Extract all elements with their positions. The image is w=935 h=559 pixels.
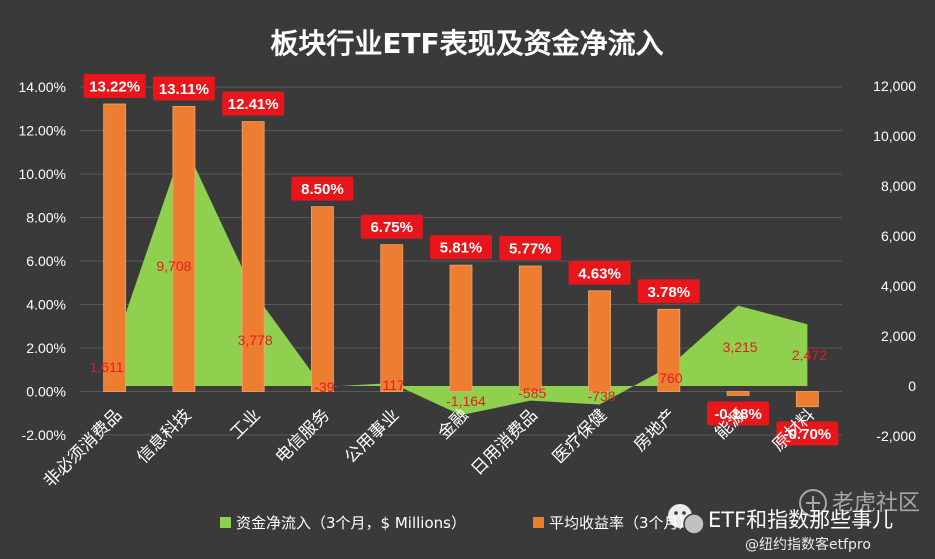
right-tick-label-0: -2,000: [876, 428, 916, 444]
legend-swatch-flow: [220, 517, 231, 528]
return-label-text-10: -0.70%: [784, 426, 832, 443]
left-tick-label-6: 10.00%: [19, 166, 66, 182]
left-tick-label-0: -2.00%: [22, 427, 66, 443]
legend-label-return: 平均收益率（3个月）: [549, 514, 694, 532]
return-label-box-7: [568, 260, 631, 285]
return-bar-8: [657, 308, 681, 392]
return-label-4: 6.75%: [360, 214, 423, 239]
net-flow-area: [114, 143, 808, 416]
net-flow-label-5: -1,164: [446, 393, 486, 409]
right-axis: -2,000 0 2,000 4,000 6,000 8,000 10,000 12,000: [873, 78, 916, 444]
return-bar-3: [311, 206, 334, 392]
return-label-8: 3.78%: [637, 279, 700, 304]
left-tick-label-8: 14.00%: [19, 79, 66, 95]
right-tick-label-4: 6,000: [881, 228, 916, 244]
net-flow-area-path: [114, 143, 808, 416]
return-bar-1: [172, 105, 196, 392]
return-labels: 13.22% 13.11% 12.41% 8.50% 6.75% 5.81% 5.77% 4.…: [83, 73, 839, 446]
return-bar-10: [795, 391, 819, 408]
legend-label-flow: 资金净流入（3个月，$ Millions）: [236, 514, 466, 532]
return-bar-4: [380, 244, 404, 392]
left-tick-label-5: 8.00%: [26, 210, 66, 226]
return-label-text-4: 6.75%: [370, 219, 413, 236]
return-bar-7: [588, 290, 611, 392]
return-label-text-5: 5.81%: [440, 240, 483, 257]
net-flow-label-8: 760: [659, 370, 683, 386]
return-label-7: 4.63%: [568, 260, 631, 285]
right-tick-label-1: 0: [908, 378, 916, 394]
left-tick-label-1: 0.00%: [26, 384, 66, 400]
return-bar-6: [518, 265, 542, 392]
return-label-box-9: [707, 401, 770, 426]
net-flow-label-1: 9,708: [156, 258, 191, 274]
return-label-text-7: 4.63%: [578, 265, 621, 282]
net-flow-label-3: -39: [314, 379, 334, 395]
net-flow-label-4: 117: [383, 377, 406, 393]
return-label-6: 5.77%: [499, 236, 562, 261]
wechat-icon: [668, 504, 705, 535]
right-tick-label-6: 10,000: [873, 128, 916, 144]
right-tick-label-7: 12,000: [873, 78, 916, 94]
left-tick-label-7: 12.00%: [19, 123, 66, 139]
return-label-text-6: 5.77%: [509, 241, 552, 258]
net-flow-label-0: 1,611: [90, 359, 124, 375]
legend-swatch-return: [533, 517, 544, 528]
return-bar-9: [726, 391, 750, 396]
right-tick-label-5: 8,000: [881, 178, 916, 194]
return-label-text-0: 13.22%: [89, 78, 140, 95]
return-bar-2: [241, 121, 265, 392]
net-flow-label-2: 3,778: [238, 332, 273, 348]
return-label-3: 8.50%: [291, 176, 354, 201]
return-label-text-2: 12.41%: [228, 96, 279, 113]
return-label-box-6: [499, 236, 562, 261]
return-label-box-1: [152, 76, 215, 101]
left-tick-label-3: 4.00%: [26, 297, 66, 313]
net-flow-labels: 1,611 9,708 3,778 -39 117 -1,164 -585 -738 760 3,…: [90, 258, 827, 409]
return-bar-5: [449, 264, 473, 392]
legend: 资金净流入（3个月，$ Millions） 平均收益率（3个月）: [220, 514, 694, 532]
return-label-box-4: [360, 214, 423, 239]
return-label-box-0: [83, 73, 146, 98]
return-label-text-1: 13.11%: [159, 81, 209, 98]
return-label-box-5: [430, 235, 492, 260]
return-label-9: -0.18%: [707, 401, 770, 426]
return-label-5: 5.81%: [430, 235, 492, 260]
tiger-icon: [799, 489, 827, 517]
right-tick-label-3: 4,000: [881, 278, 916, 294]
left-axis: -2.00% 0.00% 2.00% 4.00% 6.00% 8.00% 10.00% 12.…: [19, 79, 66, 443]
return-label-box-3: [291, 176, 354, 201]
return-bars: [103, 103, 819, 408]
left-tick-label-4: 6.00%: [26, 253, 66, 269]
return-label-box-8: [637, 279, 700, 304]
chart-title: 板块行业ETF表现及资金净流入: [270, 27, 663, 60]
return-label-text-8: 3.78%: [648, 284, 691, 301]
watermark-author: @纽约指数客etfpro: [745, 536, 871, 553]
return-label-box-2: [222, 91, 285, 116]
right-tick-label-2: 2,000: [881, 328, 916, 344]
return-bar-0: [103, 103, 127, 392]
return-label-0: 13.22%: [83, 73, 146, 98]
return-label-10: -0.70%: [776, 421, 839, 446]
watermark: ETF和指数那些事儿 老虎社区 @纽约指数客etfpro: [668, 489, 920, 553]
net-flow-label-6: -585: [518, 385, 546, 401]
net-flow-label-10: 2,472: [792, 347, 827, 363]
return-label-2: 12.41%: [222, 91, 285, 116]
watermark-wechat: ETF和指数那些事儿: [708, 508, 893, 532]
return-label-text-3: 8.50%: [301, 181, 344, 198]
return-label-text-9: -0.18%: [714, 406, 762, 423]
net-flow-label-7: -738: [588, 388, 616, 404]
watermark-forum: 老虎社区: [832, 491, 920, 516]
return-label-box-10: [776, 421, 839, 446]
return-label-1: 13.11%: [152, 76, 215, 101]
net-flow-label-9: 3,215: [723, 339, 758, 355]
left-tick-label-2: 2.00%: [26, 340, 66, 356]
